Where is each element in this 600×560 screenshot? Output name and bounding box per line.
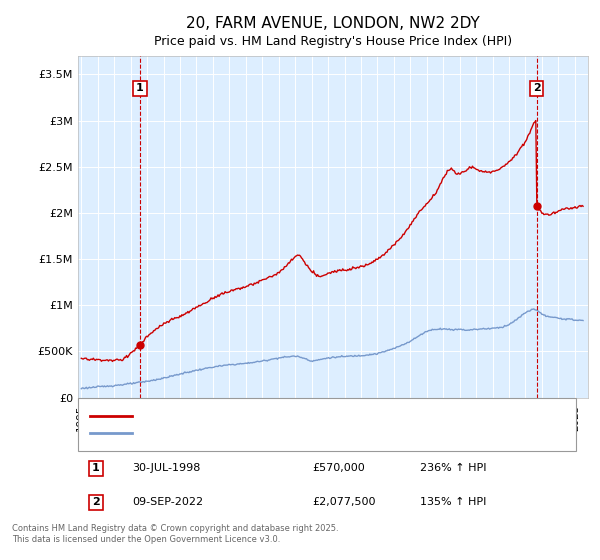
Text: Price paid vs. HM Land Registry's House Price Index (HPI): Price paid vs. HM Land Registry's House … — [154, 35, 512, 48]
Text: HPI: Average price, semi-detached house, Barnet: HPI: Average price, semi-detached house,… — [138, 428, 412, 438]
Text: 2: 2 — [533, 83, 541, 94]
Text: Contains HM Land Registry data © Crown copyright and database right 2025.
This d: Contains HM Land Registry data © Crown c… — [12, 525, 338, 544]
Text: 09-SEP-2022: 09-SEP-2022 — [132, 497, 203, 507]
Text: 20, FARM AVENUE, LONDON, NW2 2DY: 20, FARM AVENUE, LONDON, NW2 2DY — [186, 16, 480, 31]
Text: 30-JUL-1998: 30-JUL-1998 — [132, 463, 200, 473]
Text: 2: 2 — [92, 497, 100, 507]
Text: 20, FARM AVENUE, LONDON, NW2 2DY (semi-detached house): 20, FARM AVENUE, LONDON, NW2 2DY (semi-d… — [138, 411, 485, 421]
Text: £570,000: £570,000 — [312, 463, 365, 473]
Text: 1: 1 — [136, 83, 144, 94]
Text: £2,077,500: £2,077,500 — [312, 497, 376, 507]
Text: 236% ↑ HPI: 236% ↑ HPI — [420, 463, 487, 473]
Text: 1: 1 — [92, 463, 100, 473]
Text: 135% ↑ HPI: 135% ↑ HPI — [420, 497, 487, 507]
